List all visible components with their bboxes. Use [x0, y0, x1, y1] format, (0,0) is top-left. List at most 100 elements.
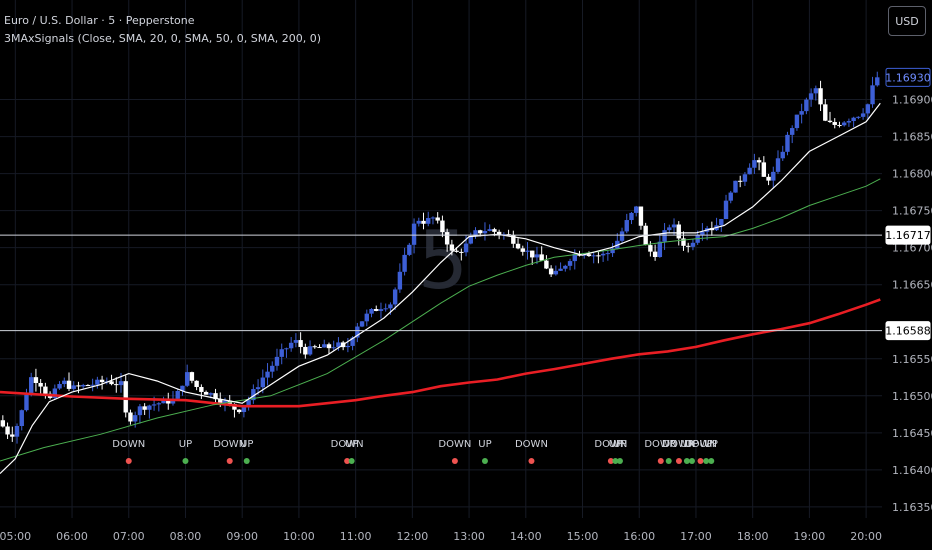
candle-body: [369, 309, 374, 314]
sma20-line: [0, 102, 881, 475]
candle-body: [109, 381, 114, 385]
candle-body: [331, 347, 336, 349]
candles: [0, 71, 880, 444]
signal-dot: [481, 458, 488, 464]
candle-body: [440, 220, 445, 233]
candle-body: [350, 337, 355, 346]
price-label-box: [885, 321, 931, 341]
signal-dot: [703, 458, 710, 464]
candle-body: [808, 93, 814, 100]
candle-body: [383, 308, 388, 310]
candle-body: [723, 200, 729, 220]
signal-label: UP: [240, 439, 253, 450]
candle-body: [449, 244, 455, 251]
candle-body: [374, 309, 379, 311]
signal-dot: [708, 458, 715, 464]
candle-body: [511, 235, 516, 244]
candle-body: [33, 377, 39, 383]
candle-body: [189, 372, 195, 381]
candle-body: [24, 394, 29, 411]
candle-body: [435, 217, 440, 221]
candle-body: [813, 88, 819, 94]
candle-body: [515, 243, 521, 249]
signal-label: DOWN: [594, 439, 627, 450]
candle-body: [416, 220, 421, 224]
time-tick-label: 15:00: [567, 530, 599, 543]
candle-body: [132, 415, 138, 422]
time-tick-label: 06:00: [56, 530, 88, 543]
candle-body: [5, 426, 10, 435]
candle-body: [378, 309, 384, 311]
candle-body: [76, 385, 81, 387]
candle-body: [246, 400, 251, 406]
candle-body: [426, 218, 431, 224]
candle-body: [265, 371, 270, 378]
candle-body: [142, 406, 147, 410]
candle-body: [407, 244, 412, 255]
signal-label: UP: [613, 439, 626, 450]
candle-body: [837, 124, 842, 126]
price-tick-label: 1.16400: [892, 464, 932, 477]
candle-body: [19, 410, 24, 427]
candle-body: [175, 391, 180, 399]
candle-body: [827, 120, 833, 123]
candle-body: [430, 217, 436, 219]
signal-dot: [607, 458, 614, 464]
candle-body: [397, 271, 403, 290]
candle-body: [43, 386, 48, 394]
candle-body: [652, 251, 658, 258]
signal-dot: [616, 458, 623, 464]
candle-body: [270, 365, 275, 372]
signal-label: UP: [685, 439, 698, 450]
time-tick-label: 14:00: [510, 530, 542, 543]
price-axis-bg: [882, 0, 932, 550]
candle-body: [85, 385, 91, 387]
candle-body: [336, 342, 341, 348]
candle-body: [600, 253, 606, 256]
candle-body: [322, 344, 327, 348]
candle-body: [789, 128, 795, 135]
candle-body: [66, 380, 72, 389]
candle-body: [572, 253, 577, 262]
time-tick-label: 05:00: [0, 530, 31, 543]
candle-body: [284, 348, 289, 350]
candle-body: [596, 255, 601, 257]
candle-body: [520, 248, 525, 252]
price-tick-label: 1.16550: [892, 353, 932, 366]
candle-body: [312, 346, 317, 348]
candle-body: [151, 404, 157, 406]
candle-body: [530, 250, 535, 258]
candle-body: [846, 121, 852, 123]
price-tick-label: 1.16800: [892, 168, 932, 181]
signal-label: DOWN: [213, 439, 246, 450]
signal-label: UP: [705, 439, 718, 450]
candle-body: [563, 265, 568, 269]
candle-body: [255, 387, 261, 390]
candle-body: [841, 122, 847, 126]
candle-body: [544, 260, 549, 269]
candle-body: [875, 77, 880, 86]
candle-body: [298, 340, 303, 347]
candle-body: [454, 250, 459, 252]
candle-body: [629, 212, 634, 221]
sma200-line: [0, 298, 881, 408]
horizontal-price-lines: [0, 234, 882, 332]
candle-body: [388, 304, 393, 309]
chart-title: Euro / U.S. Dollar · 5 · Pepperstone: [4, 14, 195, 27]
candle-body: [681, 238, 686, 246]
candle-body: [57, 384, 62, 389]
price-tick-label: 1.16650: [892, 279, 932, 292]
signal-label: UP: [680, 439, 693, 450]
candle-body: [766, 176, 771, 181]
candle-body: [870, 85, 875, 105]
candle-body: [851, 117, 856, 122]
candle-body: [700, 231, 705, 236]
indicator-legend[interactable]: 3MAxSignals (Close, SMA, 20, 0, SMA, 50,…: [4, 32, 322, 45]
candle-body: [279, 349, 284, 357]
candle-body: [317, 347, 322, 349]
currency-button[interactable]: USD: [888, 6, 926, 36]
candle-body: [468, 236, 473, 244]
